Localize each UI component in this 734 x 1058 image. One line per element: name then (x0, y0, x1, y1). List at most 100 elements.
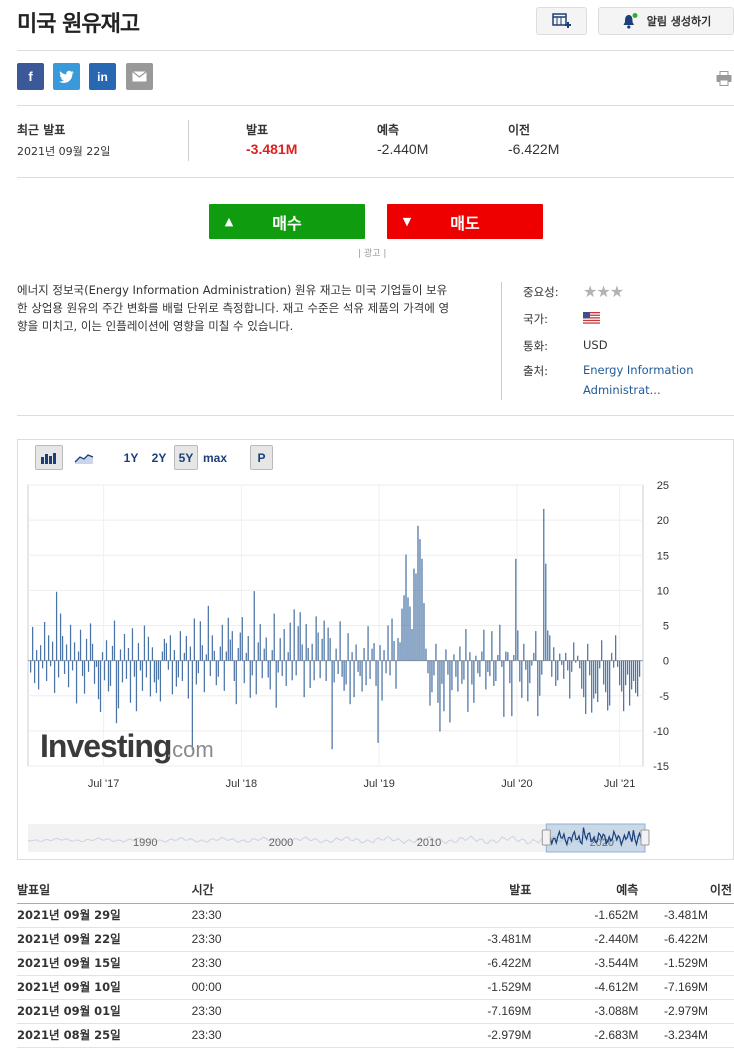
chart-bar (203, 660, 205, 693)
chart-bar (467, 660, 469, 712)
currency-value: USD (583, 338, 608, 352)
chart-bar (343, 660, 345, 691)
y-tick-label: -10 (653, 726, 669, 738)
buy-button[interactable]: ▲ 매수 (209, 204, 365, 239)
email-share-button[interactable] (126, 63, 153, 90)
chart-bar (183, 652, 185, 661)
chart-bar (631, 660, 633, 690)
chart-bar (255, 660, 257, 695)
col-header-forecast: 예측 (531, 877, 639, 904)
chart-bar (77, 651, 80, 661)
range-5y-button[interactable]: 5Y (174, 445, 198, 470)
range-1y-button[interactable]: 1Y (123, 450, 139, 465)
chart-bar (439, 660, 441, 732)
chart-bar (115, 660, 118, 724)
chart-bar (269, 660, 271, 690)
chart-bar (111, 645, 114, 661)
source-link[interactable]: Energy Information Administrat... (583, 363, 694, 397)
chart-bar (193, 618, 195, 661)
x-tick-label: Jul '21 (604, 778, 635, 790)
chart-bar (577, 655, 579, 661)
buy-label: 매수 (272, 213, 302, 233)
col-header-previous: 이전 (638, 877, 734, 904)
chart-bar (385, 660, 387, 674)
chart-bar (583, 660, 585, 698)
chart-bar (167, 660, 170, 670)
chart-bar (623, 660, 625, 712)
chart-bar (387, 625, 389, 661)
chart-bar (447, 660, 449, 675)
chart-bar (529, 660, 531, 684)
navigator-left-handle[interactable] (541, 829, 551, 846)
chart-bar (101, 652, 104, 661)
forecast-label: 예측 (377, 123, 400, 137)
chart-bar (163, 638, 166, 661)
chart-bar (587, 643, 589, 661)
chart-bar (71, 660, 74, 671)
release-date-cell: 2021년 08월 25일 (17, 1023, 192, 1048)
chart-bar (419, 539, 421, 661)
chart-bar (231, 631, 233, 661)
ad-label: | 광고 | (358, 249, 387, 259)
release-time-cell: 23:30 (191, 999, 317, 1024)
latest-release-label: 최근 발표 (17, 123, 66, 137)
forecast-cell: -1.652M (531, 903, 639, 928)
range-2y-button[interactable]: 2Y (151, 450, 167, 465)
star-icon: ★ (583, 282, 597, 301)
chart-bar (313, 660, 315, 681)
facebook-share-button[interactable]: f (17, 63, 44, 90)
chart-bar (57, 660, 60, 678)
chart-bar (165, 643, 168, 661)
twitter-share-button[interactable] (53, 63, 80, 90)
chart-bar (437, 660, 439, 703)
add-to-watchlist-button[interactable] (536, 7, 587, 35)
divider (17, 105, 734, 106)
arrow-down-icon: ▼ (402, 215, 412, 228)
chart-bar (351, 652, 353, 661)
chart-bar (125, 660, 128, 679)
create-alert-button[interactable]: 알림 생성하기 (598, 7, 734, 35)
area-chart-toggle[interactable] (70, 445, 98, 470)
chart-bar (539, 660, 541, 696)
importance-stars: ★★★ (583, 282, 624, 301)
printer-icon[interactable] (716, 71, 732, 86)
chart-bar (605, 660, 607, 693)
chart-bar (331, 660, 333, 750)
chart-bar (41, 660, 44, 669)
chart-bar (481, 651, 483, 661)
chart-bar (89, 623, 92, 661)
navigator-right-handle[interactable] (640, 829, 650, 846)
sell-button[interactable]: ▼ 매도 (387, 204, 543, 239)
table-row: 2021년 09월 22일 23:30 -3.481M -2.440M -6.422M (17, 927, 734, 952)
chart-bar (63, 660, 66, 674)
chart-bar (531, 660, 533, 666)
chart-bar (33, 660, 36, 684)
range-max-button[interactable]: max (202, 450, 228, 465)
chart-bar (73, 642, 76, 661)
chart-bar (363, 647, 365, 661)
actual-label: 발표 (246, 123, 269, 137)
chart-bar (273, 613, 275, 661)
chart-bar (423, 603, 425, 661)
chart-bar (279, 638, 281, 661)
chart-bar (107, 660, 110, 692)
chart-navigator[interactable]: 1990200020102020 (18, 810, 734, 856)
chart-bar (30, 660, 32, 673)
chart-bar (37, 660, 40, 690)
chart-bar (113, 620, 116, 661)
linkedin-share-button[interactable]: in (89, 63, 116, 90)
p-button[interactable]: P (250, 445, 273, 470)
chart-bar (169, 635, 172, 661)
release-time-cell: 00:00 (191, 975, 317, 1000)
chart-bar (393, 640, 395, 661)
chart-bar (47, 635, 50, 661)
table-row: 2021년 09월 01일 23:30 -7.169M -3.088M -2.979M (17, 999, 734, 1024)
bar-chart-toggle[interactable] (35, 445, 63, 470)
previous-cell: -2.979M (638, 999, 734, 1024)
twitter-icon (58, 70, 74, 83)
chart-bar (609, 660, 611, 706)
chart-bar (315, 616, 317, 661)
chart-bar (239, 632, 241, 661)
y-tick-label: 5 (663, 621, 669, 633)
chart-bar (535, 631, 537, 661)
